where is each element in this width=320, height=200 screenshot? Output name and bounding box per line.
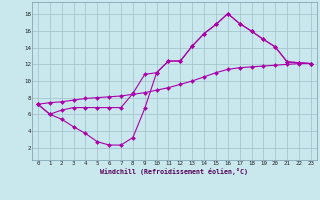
X-axis label: Windchill (Refroidissement éolien,°C): Windchill (Refroidissement éolien,°C) [100,168,248,175]
